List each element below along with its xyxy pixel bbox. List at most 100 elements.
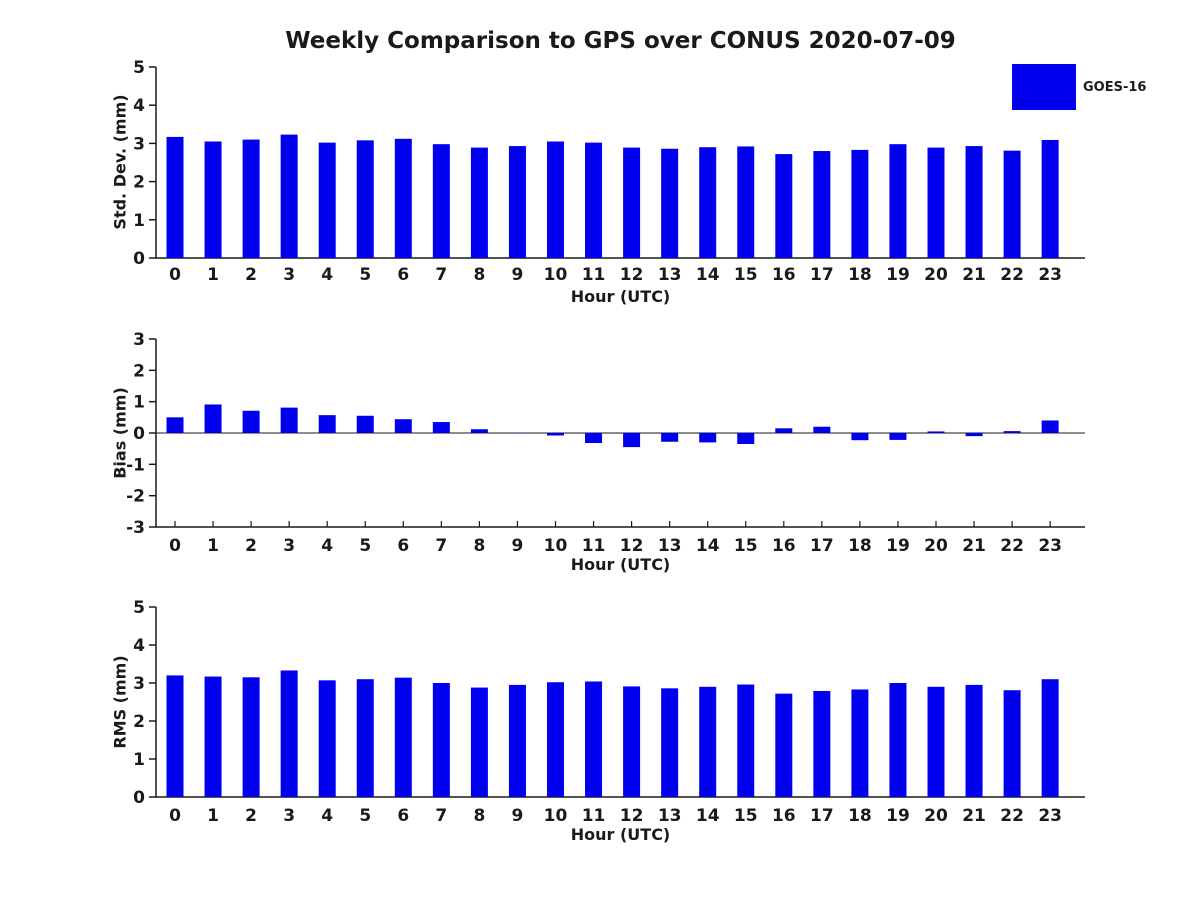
x-tick-label: 16 bbox=[772, 536, 796, 556]
x-tick-label: 0 bbox=[169, 265, 181, 285]
x-tick-label: 15 bbox=[734, 536, 758, 556]
bar bbox=[775, 428, 793, 433]
x-tick-label: 11 bbox=[582, 536, 606, 556]
x-tick-label: 5 bbox=[359, 536, 371, 556]
y-tick-label: 3 bbox=[133, 674, 145, 694]
x-tick-label: 17 bbox=[810, 536, 834, 556]
x-tick-label: 12 bbox=[620, 806, 644, 826]
y-tick-label: 2 bbox=[133, 361, 145, 381]
bar bbox=[204, 141, 222, 258]
bar bbox=[813, 690, 831, 797]
bar bbox=[965, 684, 983, 797]
bar bbox=[623, 147, 641, 258]
y-tick-label: 4 bbox=[133, 96, 145, 116]
bar bbox=[356, 679, 374, 797]
x-tick-label: 12 bbox=[620, 265, 644, 285]
bar bbox=[1041, 420, 1059, 433]
x-tick-label: 13 bbox=[658, 806, 682, 826]
x-tick-label: 5 bbox=[359, 806, 371, 826]
bar bbox=[204, 676, 222, 797]
y-tick-label: 0 bbox=[133, 424, 145, 444]
x-tick-label: 14 bbox=[696, 806, 720, 826]
bar bbox=[889, 144, 907, 258]
bar bbox=[508, 146, 526, 258]
y-tick-label: 1 bbox=[133, 393, 145, 413]
x-tick-label: 6 bbox=[397, 536, 409, 556]
x-tick-label: 19 bbox=[886, 536, 910, 556]
legend-swatch bbox=[1012, 64, 1076, 110]
bar bbox=[623, 433, 641, 448]
bar bbox=[318, 680, 336, 797]
x-tick-label: 3 bbox=[283, 536, 295, 556]
bar bbox=[965, 433, 983, 437]
x-tick-label: 0 bbox=[169, 806, 181, 826]
x-tick-label: 19 bbox=[886, 806, 910, 826]
bar bbox=[851, 433, 869, 441]
x-tick-label: 12 bbox=[620, 536, 644, 556]
bar bbox=[280, 407, 298, 433]
x-tick-label: 4 bbox=[321, 265, 333, 285]
x-tick-label: 18 bbox=[848, 265, 872, 285]
legend-label: GOES-16 bbox=[1083, 79, 1147, 95]
y-tick-label: -1 bbox=[126, 455, 145, 475]
bar bbox=[432, 144, 450, 258]
x-tick-label: 6 bbox=[397, 806, 409, 826]
bar bbox=[356, 415, 374, 433]
bar bbox=[813, 426, 831, 433]
bar bbox=[394, 138, 412, 258]
bar bbox=[1041, 679, 1059, 797]
bar bbox=[394, 419, 412, 433]
x-tick-label: 20 bbox=[924, 536, 948, 556]
y-tick-label: 2 bbox=[133, 173, 145, 193]
y-tick-label: 4 bbox=[133, 636, 145, 656]
x-tick-label: 6 bbox=[397, 265, 409, 285]
bar bbox=[699, 686, 717, 797]
bar bbox=[280, 670, 298, 797]
bar bbox=[775, 693, 793, 797]
bar bbox=[508, 684, 526, 797]
bar bbox=[661, 688, 679, 797]
bar bbox=[775, 154, 793, 258]
x-tick-label: 16 bbox=[772, 265, 796, 285]
x-tick-label: 15 bbox=[734, 806, 758, 826]
x-tick-label: 10 bbox=[544, 265, 568, 285]
bar bbox=[280, 134, 298, 258]
y-tick-label: 1 bbox=[133, 750, 145, 770]
bar bbox=[851, 689, 869, 797]
x-tick-label: 2 bbox=[245, 536, 257, 556]
xlabel-bias: Hour (UTC) bbox=[570, 555, 671, 574]
bar bbox=[813, 151, 831, 258]
bar bbox=[661, 433, 679, 442]
x-tick-label: 11 bbox=[582, 265, 606, 285]
x-tick-label: 17 bbox=[810, 806, 834, 826]
bar bbox=[927, 431, 945, 433]
x-tick-label: 15 bbox=[734, 265, 758, 285]
y-tick-label: 5 bbox=[133, 58, 145, 78]
x-tick-label: 23 bbox=[1038, 536, 1062, 556]
x-tick-label: 4 bbox=[321, 806, 333, 826]
bar bbox=[242, 677, 260, 797]
legend: GOES-16 bbox=[1012, 64, 1146, 110]
x-tick-label: 18 bbox=[848, 536, 872, 556]
bar bbox=[737, 433, 755, 444]
y-tick-label: 1 bbox=[133, 211, 145, 231]
x-tick-label: 10 bbox=[544, 536, 568, 556]
bar bbox=[737, 146, 755, 258]
x-tick-label: 2 bbox=[245, 806, 257, 826]
bar bbox=[1003, 150, 1021, 258]
x-tick-label: 9 bbox=[512, 536, 524, 556]
bar bbox=[166, 417, 184, 433]
bar bbox=[547, 141, 564, 258]
x-tick-label: 4 bbox=[321, 536, 333, 556]
bar bbox=[737, 684, 755, 797]
bar bbox=[356, 140, 374, 258]
x-tick-label: 22 bbox=[1000, 806, 1024, 826]
x-tick-label: 1 bbox=[207, 536, 219, 556]
bar bbox=[927, 686, 945, 797]
bar bbox=[585, 142, 603, 258]
xlabel-std-dev: Hour (UTC) bbox=[570, 287, 671, 306]
bar bbox=[889, 683, 907, 797]
bar bbox=[318, 415, 336, 433]
